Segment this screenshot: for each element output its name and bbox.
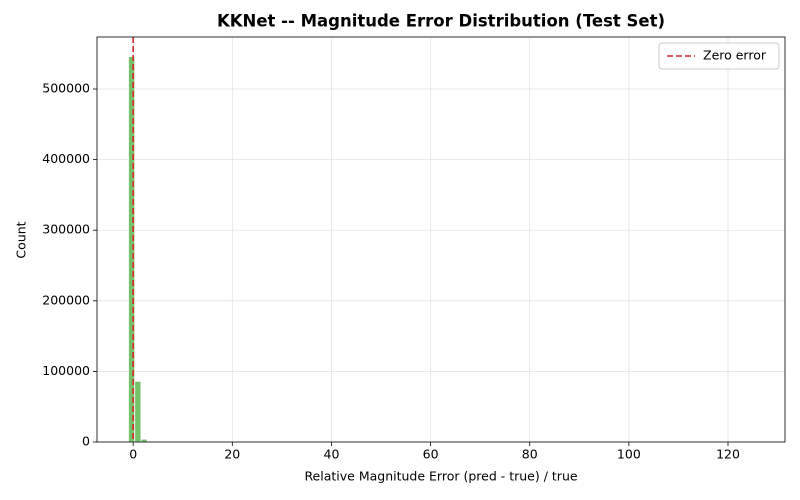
x-tick-label: 0: [129, 447, 137, 462]
legend-label: Zero error: [703, 48, 767, 63]
x-tick-label: 120: [716, 447, 740, 462]
legend-box: [658, 42, 780, 70]
histogram-bar: [140, 438, 148, 443]
y-tick-label: 300000: [42, 222, 90, 237]
y-tick-label: 200000: [42, 292, 90, 307]
y-tick-label: 500000: [42, 81, 90, 96]
y-axis-label: Count: [14, 221, 29, 258]
plot-frame: [96, 36, 786, 443]
y-tick-label: 400000: [42, 151, 90, 166]
x-tick-label: 60: [423, 447, 439, 462]
x-tick-label: 80: [522, 447, 538, 462]
y-tick-label: 100000: [42, 363, 90, 378]
x-axis-label: Relative Magnitude Error (pred - true) /…: [304, 469, 577, 484]
x-tick-label: 40: [324, 447, 340, 462]
histogram-bar: [134, 380, 142, 443]
chart-title: KKNet -- Magnitude Error Distribution (T…: [217, 12, 665, 31]
x-tick-label: 20: [224, 447, 240, 462]
y-tick-label: 0: [82, 434, 90, 449]
x-tick-label: 100: [617, 447, 641, 462]
